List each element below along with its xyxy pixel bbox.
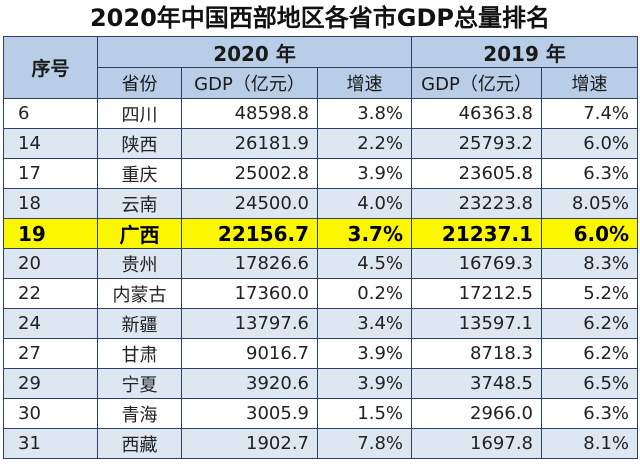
growth-2020-cell: 0.2% [316,278,413,309]
growth-2019-cell: 7.4% [541,98,639,129]
rank-cell: 29 [3,368,98,399]
table-row: 30 青海 3005.9 1.5% 2966.0 6.3% [3,398,639,429]
header-row-years: 序号 2020 年 2019 年 [3,36,639,99]
gdp-2019-cell: 2966.0 [411,398,543,429]
growth-2019-cell: 8.1% [541,428,639,459]
gdp-2019-cell: 23223.8 [411,188,543,219]
growth-2020-cell: 4.0% [316,188,413,219]
table-row: 17 重庆 25002.8 3.9% 23605.8 6.3% [3,158,639,189]
province-cell: 内蒙古 [97,278,182,309]
gdp-ranking-table: 序号 2020 年 2019 年 省份 GDP（亿元） 增速 GDP（亿元） 增… [3,36,639,459]
province-cell: 四川 [97,98,182,129]
rank-cell: 18 [3,188,98,219]
table-row: 31 西藏 1902.7 7.8% 1697.8 8.1% [3,428,639,459]
province-cell: 宁夏 [97,368,182,399]
growth-2020-cell: 2.2% [316,128,413,159]
header-growth-2020: 增速 [316,67,413,99]
growth-2020-cell: 3.7% [316,218,413,249]
table-row: 18 云南 24500.0 4.0% 23223.8 8.05% [3,188,639,219]
gdp-2020-cell: 26181.9 [181,128,318,159]
header-seq: 序号 [3,36,98,99]
growth-2019-cell: 5.2% [541,278,639,309]
rank-cell: 30 [3,398,98,429]
header-gdp-2020: GDP（亿元） [181,67,318,99]
header-row-columns: 省份 GDP（亿元） 增速 GDP（亿元） 增速 [4,67,639,99]
gdp-2019-cell: 3748.5 [411,368,543,399]
rank-cell: 31 [3,428,98,459]
table-row: 24 新疆 13797.6 3.4% 13597.1 6.2% [3,308,639,339]
province-cell: 贵州 [97,248,182,279]
rank-cell: 27 [3,338,98,369]
rank-cell: 24 [3,308,98,339]
province-cell: 甘肃 [97,338,182,369]
header-year-2019: 2019 年 [411,36,639,68]
gdp-2020-cell: 22156.7 [181,218,318,249]
table-row: 29 宁夏 3920.6 3.9% 3748.5 6.5% [3,368,639,399]
gdp-2019-cell: 21237.1 [411,218,543,249]
growth-2019-cell: 6.3% [541,158,639,189]
gdp-2019-cell: 17212.5 [411,278,543,309]
province-cell: 新疆 [97,308,182,339]
gdp-2019-cell: 16769.3 [411,248,543,279]
growth-2020-cell: 3.9% [316,338,413,369]
growth-2019-cell: 6.3% [541,398,639,429]
growth-2019-cell: 8.3% [541,248,639,279]
growth-2019-cell: 8.05% [541,188,639,219]
gdp-2019-cell: 23605.8 [411,158,543,189]
gdp-2020-cell: 24500.0 [181,188,318,219]
growth-2020-cell: 3.4% [316,308,413,339]
gdp-2020-cell: 1902.7 [181,428,318,459]
growth-2019-cell: 6.5% [541,368,639,399]
growth-2020-cell: 1.5% [316,398,413,429]
rank-cell: 22 [3,278,98,309]
gdp-2020-cell: 3005.9 [181,398,318,429]
rank-cell: 17 [3,158,98,189]
gdp-2020-cell: 9016.7 [181,338,318,369]
header-growth-2019: 增速 [541,67,639,99]
rank-cell: 14 [3,128,98,159]
gdp-2019-cell: 8718.3 [411,338,543,369]
province-cell: 广西 [97,218,182,249]
header-gdp-2019: GDP（亿元） [411,67,543,99]
rank-cell: 20 [3,248,98,279]
gdp-2020-cell: 17360.0 [181,278,318,309]
table-row: 20 贵州 17826.6 4.5% 16769.3 8.3% [3,248,639,279]
province-cell: 西藏 [97,428,182,459]
table-row: 22 内蒙古 17360.0 0.2% 17212.5 5.2% [3,278,639,309]
gdp-2020-cell: 3920.6 [181,368,318,399]
province-cell: 重庆 [97,158,182,189]
growth-2019-cell: 6.0% [541,218,639,249]
growth-2020-cell: 3.8% [316,98,413,129]
header-year-2020: 2020 年 [96,36,413,68]
highlighted-row: 19 广西 22156.7 3.7% 21237.1 6.0% [3,218,639,249]
growth-2019-cell: 6.0% [541,128,639,159]
gdp-2020-cell: 17826.6 [181,248,318,279]
gdp-2019-cell: 25793.2 [411,128,543,159]
header-province: 省份 [97,67,182,99]
growth-2020-cell: 4.5% [316,248,413,279]
province-cell: 青海 [97,398,182,429]
table-row: 14 陕西 26181.9 2.2% 25793.2 6.0% [3,128,639,159]
province-cell: 云南 [97,188,182,219]
rank-cell: 6 [3,98,98,129]
page-title: 2020年中国西部地区各省市GDP总量排名 [89,4,550,32]
growth-2019-cell: 6.2% [541,308,639,339]
gdp-2020-cell: 25002.8 [181,158,318,189]
gdp-2020-cell: 13797.6 [181,308,318,339]
growth-2020-cell: 3.9% [316,158,413,189]
gdp-2019-cell: 1697.8 [411,428,543,459]
gdp-2019-cell: 13597.1 [411,308,543,339]
gdp-2020-cell: 48598.8 [181,98,318,129]
growth-2020-cell: 3.9% [316,368,413,399]
province-cell: 陕西 [97,128,182,159]
table-row: 27 甘肃 9016.7 3.9% 8718.3 6.2% [3,338,639,369]
gdp-2019-cell: 46363.8 [411,98,543,129]
growth-2019-cell: 6.2% [541,338,639,369]
table-row: 6 四川 48598.8 3.8% 46363.8 7.4% [3,98,639,129]
rank-cell: 19 [3,218,98,249]
growth-2020-cell: 7.8% [316,428,413,459]
